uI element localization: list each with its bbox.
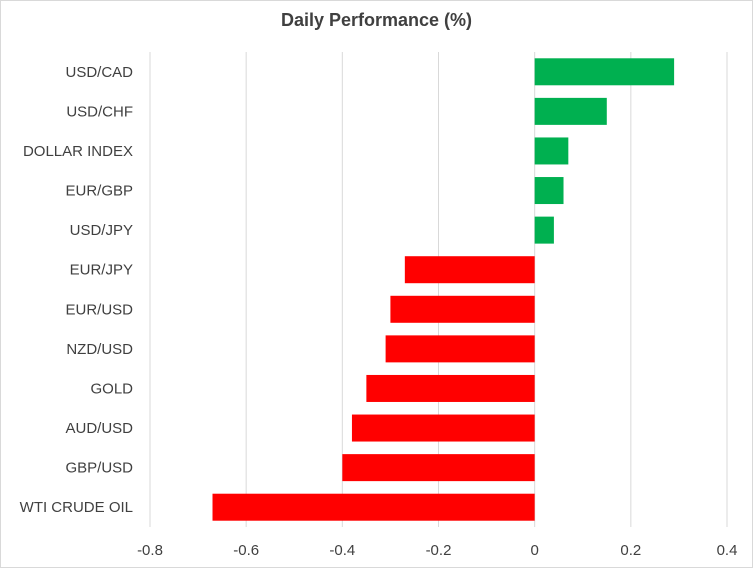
x-tick-label: -0.6 bbox=[233, 542, 259, 559]
bar bbox=[534, 58, 675, 86]
bar bbox=[534, 137, 569, 165]
category-label: USD/CAD bbox=[65, 64, 133, 81]
category-label: NZD/USD bbox=[66, 341, 133, 358]
x-tick-label: 0.2 bbox=[620, 542, 641, 559]
category-label: EUR/USD bbox=[65, 301, 133, 318]
category-label: EUR/JPY bbox=[70, 262, 133, 279]
category-label: GOLD bbox=[90, 380, 133, 397]
x-tick-label: -0.2 bbox=[426, 542, 452, 559]
bar bbox=[342, 454, 535, 482]
chart-title: Daily Performance (%) bbox=[280, 10, 473, 30]
x-tick-label: -0.4 bbox=[329, 542, 355, 559]
category-label: WTI CRUDE OIL bbox=[20, 499, 133, 516]
x-tick-labels: -0.8 -0.6 -0.4 -0.2 0 0.2 0.4 bbox=[137, 542, 737, 559]
category-label: USD/JPY bbox=[70, 222, 133, 239]
category-label: EUR/GBP bbox=[65, 183, 133, 200]
category-labels: USD/CAD USD/CHF DOLLAR INDEX EUR/GBP USD/JPY… bbox=[20, 64, 134, 516]
x-tick-label: -0.8 bbox=[137, 542, 163, 559]
x-tick-label: 0 bbox=[530, 542, 538, 559]
x-tick-label: 0.4 bbox=[717, 542, 738, 559]
bar bbox=[390, 295, 535, 323]
gridlines bbox=[149, 52, 728, 527]
bar bbox=[351, 414, 535, 442]
category-label: AUD/USD bbox=[65, 420, 133, 437]
bar bbox=[534, 177, 564, 205]
bar bbox=[404, 256, 535, 284]
bar bbox=[534, 216, 554, 244]
bars bbox=[212, 58, 675, 521]
bar bbox=[212, 493, 535, 521]
bar bbox=[385, 335, 535, 363]
category-label: DOLLAR INDEX bbox=[23, 143, 133, 160]
category-label: GBP/USD bbox=[65, 460, 133, 477]
category-label: USD/CHF bbox=[66, 103, 133, 120]
bar bbox=[366, 374, 535, 402]
bar bbox=[534, 97, 607, 125]
